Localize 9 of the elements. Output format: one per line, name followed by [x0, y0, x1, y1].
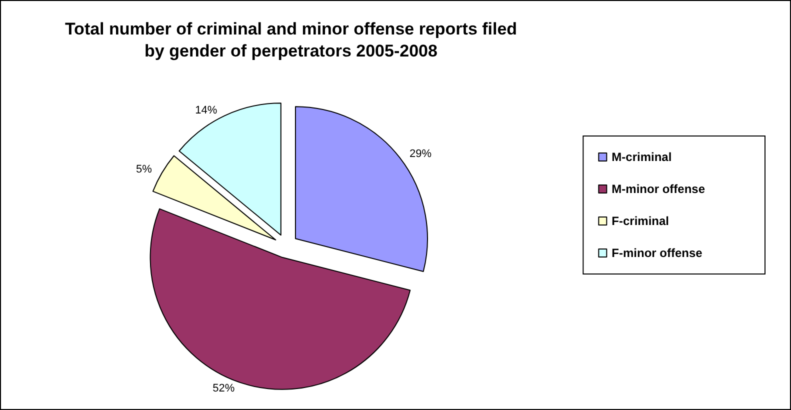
chart-title: Total number of criminal and minor offense reports filed by gender of perpetrators 2005-2008 — [64, 20, 518, 60]
data-label: 29% — [410, 148, 432, 160]
legend-label: M-criminal — [612, 150, 672, 164]
data-label: 5% — [136, 164, 152, 176]
legend-label: F-criminal — [612, 214, 670, 228]
data-label: 52% — [212, 382, 235, 395]
legend-label: M-minor offense — [612, 182, 706, 196]
data-label: 14% — [195, 104, 218, 116]
legend-label: F-minor offense — [612, 246, 703, 260]
